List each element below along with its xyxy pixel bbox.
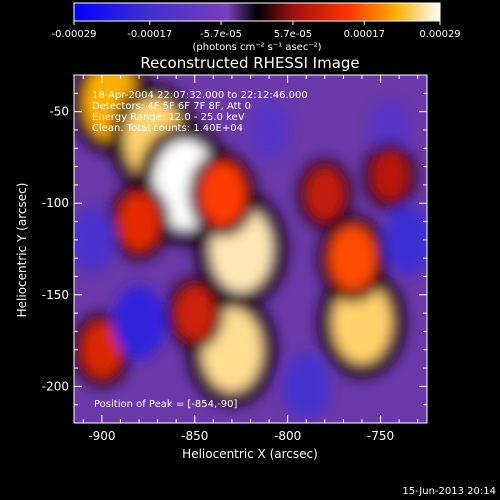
image-area (74, 75, 427, 423)
negative-blob (248, 101, 290, 159)
emission-blob (81, 321, 122, 378)
colorbar-tick-label: 5.7e-05 (274, 29, 312, 40)
x-tick-label: -850 (181, 429, 208, 443)
colorbar-tick-label: -5.7e-05 (200, 29, 242, 40)
annotation-counts: Clean. Total counts: 1.40E+04 (92, 123, 243, 134)
y-tick-label: -200 (42, 379, 69, 393)
x-tick-label: -750 (367, 429, 394, 443)
emission-blob (199, 162, 246, 226)
y-tick-label: -50 (49, 105, 69, 119)
x-axis-label: Heliocentric X (arcsec) (182, 447, 318, 461)
colorbar-tick-label: 0.00029 (419, 29, 460, 40)
emission-blobs (74, 75, 427, 420)
colorbar-unit-label: (photons cm⁻² s⁻¹ asec⁻²) (192, 42, 321, 53)
annotation-energy: Energy Range: 12.0 - 25.0 keV (92, 112, 245, 123)
emission-blob (306, 168, 344, 221)
emission-blob (175, 286, 215, 341)
colorbar-tick-labels: -0.00029 -0.00017 -5.7e-05 5.7e-05 0.00017 0.… (52, 29, 461, 40)
annotation-time-range: 18-Apr-2004 22:07:32.000 to 22:12:46.000 (92, 90, 308, 101)
emission-blob (329, 225, 377, 291)
negative-blob (112, 285, 166, 359)
plot-title: Reconstructed RHESSI Image (140, 54, 359, 72)
x-axis-ticks: -900 -850 -800 -750 (82, 75, 419, 443)
footer-timestamp: 15-Jun-2013 20:14 (402, 486, 496, 497)
colorbar (73, 2, 441, 22)
y-tick-label: -100 (42, 196, 69, 210)
annotation-peak-position: Position of Peak = [-854,-90] (94, 399, 238, 410)
colorbar-tick-label: -0.00017 (127, 29, 172, 40)
negative-blob (74, 208, 116, 272)
negative-blob (282, 353, 330, 420)
y-axis-ticks: -50 -100 -150 -200 (42, 92, 427, 406)
y-tick-label: -150 (42, 288, 69, 302)
colorbar-ticks (73, 21, 441, 25)
emission-blob (118, 192, 160, 251)
annotation-detectors: Detectors: 4F 5F 6F 7F 8F, Att 0 (92, 101, 251, 112)
emission-blob (371, 150, 408, 201)
y-axis-label: Heliocentric Y (arcsec) (15, 183, 29, 318)
colorbar-tick-label: -0.00029 (52, 29, 97, 40)
x-tick-label: -800 (274, 429, 301, 443)
negative-blob (383, 205, 427, 275)
colorbar-tick-label: 0.00017 (344, 29, 385, 40)
x-tick-label: -900 (88, 429, 115, 443)
